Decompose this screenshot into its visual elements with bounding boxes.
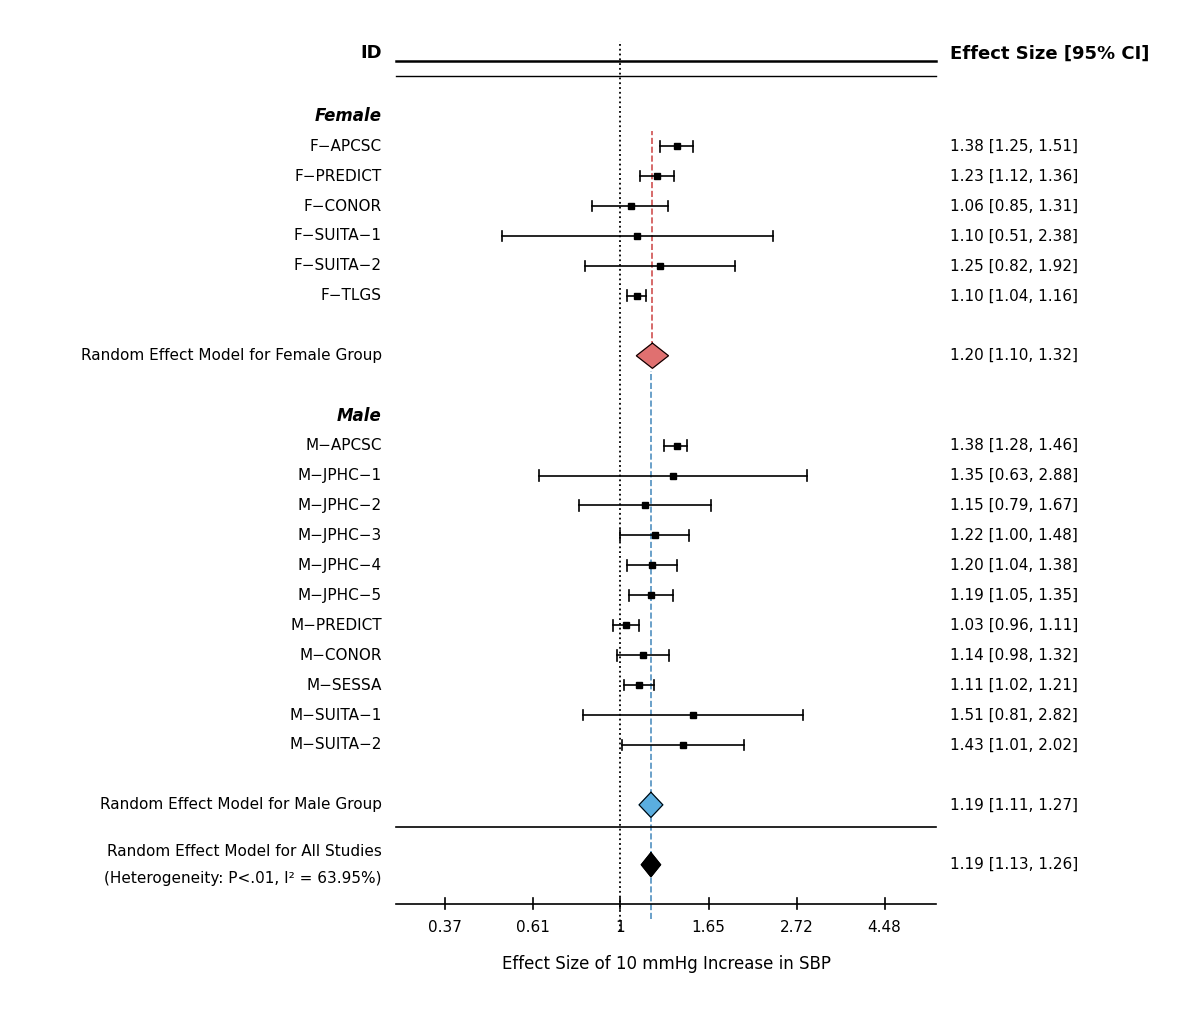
Text: 1.19 [1.05, 1.35]: 1.19 [1.05, 1.35] [950, 587, 1079, 603]
Text: M−SUITA−2: M−SUITA−2 [289, 737, 382, 753]
Text: M−JPHC−2: M−JPHC−2 [298, 498, 382, 513]
Text: Male: Male [337, 406, 382, 425]
Text: Effect Size of 10 mmHg Increase in SBP: Effect Size of 10 mmHg Increase in SBP [502, 954, 830, 973]
Text: M−JPHC−4: M−JPHC−4 [298, 557, 382, 573]
Text: 1.20 [1.10, 1.32]: 1.20 [1.10, 1.32] [950, 348, 1078, 363]
Text: 1.20 [1.04, 1.38]: 1.20 [1.04, 1.38] [950, 557, 1078, 573]
Text: Female: Female [314, 108, 382, 125]
Text: 1.43 [1.01, 2.02]: 1.43 [1.01, 2.02] [950, 737, 1078, 753]
Text: 1.10 [1.04, 1.16]: 1.10 [1.04, 1.16] [950, 288, 1078, 303]
Text: 1.10 [0.51, 2.38]: 1.10 [0.51, 2.38] [950, 229, 1078, 243]
Text: M−CONOR: M−CONOR [300, 647, 382, 663]
Text: M−SUITA−1: M−SUITA−1 [289, 707, 382, 723]
Text: 1.25 [0.82, 1.92]: 1.25 [0.82, 1.92] [950, 258, 1078, 273]
Text: 1: 1 [616, 920, 625, 935]
Text: F−APCSC: F−APCSC [310, 139, 382, 154]
Text: 1.15 [0.79, 1.67]: 1.15 [0.79, 1.67] [950, 498, 1079, 513]
Text: M−JPHC−5: M−JPHC−5 [298, 587, 382, 603]
Text: (Heterogeneity: P<.01, I² = 63.95%): (Heterogeneity: P<.01, I² = 63.95%) [104, 871, 382, 886]
Text: F−SUITA−1: F−SUITA−1 [294, 229, 382, 243]
Text: M−JPHC−1: M−JPHC−1 [298, 468, 382, 483]
Text: 1.14 [0.98, 1.32]: 1.14 [0.98, 1.32] [950, 647, 1079, 663]
Text: 1.38 [1.28, 1.46]: 1.38 [1.28, 1.46] [950, 438, 1079, 453]
Text: 1.51 [0.81, 2.82]: 1.51 [0.81, 2.82] [950, 707, 1078, 723]
Text: F−PREDICT: F−PREDICT [295, 169, 382, 184]
Text: ID: ID [360, 44, 382, 62]
Text: 1.35 [0.63, 2.88]: 1.35 [0.63, 2.88] [950, 468, 1079, 483]
Text: F−SUITA−2: F−SUITA−2 [294, 258, 382, 273]
Text: M−SESSA: M−SESSA [306, 677, 382, 693]
Polygon shape [636, 343, 668, 368]
Text: M−PREDICT: M−PREDICT [290, 617, 382, 633]
Text: 2.72: 2.72 [780, 920, 814, 935]
Text: 1.11 [1.02, 1.21]: 1.11 [1.02, 1.21] [950, 677, 1078, 693]
Text: Random Effect Model for All Studies: Random Effect Model for All Studies [107, 844, 382, 859]
Text: 1.38 [1.25, 1.51]: 1.38 [1.25, 1.51] [950, 139, 1078, 154]
Text: Random Effect Model for Male Group: Random Effect Model for Male Group [100, 797, 382, 813]
Polygon shape [641, 853, 660, 877]
Text: 1.22 [1.00, 1.48]: 1.22 [1.00, 1.48] [950, 528, 1078, 543]
Text: Random Effect Model for Female Group: Random Effect Model for Female Group [80, 348, 382, 363]
Polygon shape [640, 792, 662, 818]
Text: M−JPHC−3: M−JPHC−3 [298, 528, 382, 543]
Text: 1.19 [1.13, 1.26]: 1.19 [1.13, 1.26] [950, 857, 1079, 873]
Text: F−TLGS: F−TLGS [320, 288, 382, 303]
Text: 1.06 [0.85, 1.31]: 1.06 [0.85, 1.31] [950, 199, 1079, 214]
Text: Effect Size [95% CI]: Effect Size [95% CI] [950, 44, 1150, 62]
Text: 1.03 [0.96, 1.11]: 1.03 [0.96, 1.11] [950, 617, 1079, 633]
Text: F−CONOR: F−CONOR [304, 199, 382, 214]
Text: 4.48: 4.48 [868, 920, 901, 935]
Text: 1.19 [1.11, 1.27]: 1.19 [1.11, 1.27] [950, 797, 1078, 813]
Text: 0.37: 0.37 [428, 920, 462, 935]
Text: 0.61: 0.61 [516, 920, 550, 935]
Text: M−APCSC: M−APCSC [306, 438, 382, 453]
Text: 1.65: 1.65 [691, 920, 726, 935]
Text: 1.23 [1.12, 1.36]: 1.23 [1.12, 1.36] [950, 169, 1079, 184]
